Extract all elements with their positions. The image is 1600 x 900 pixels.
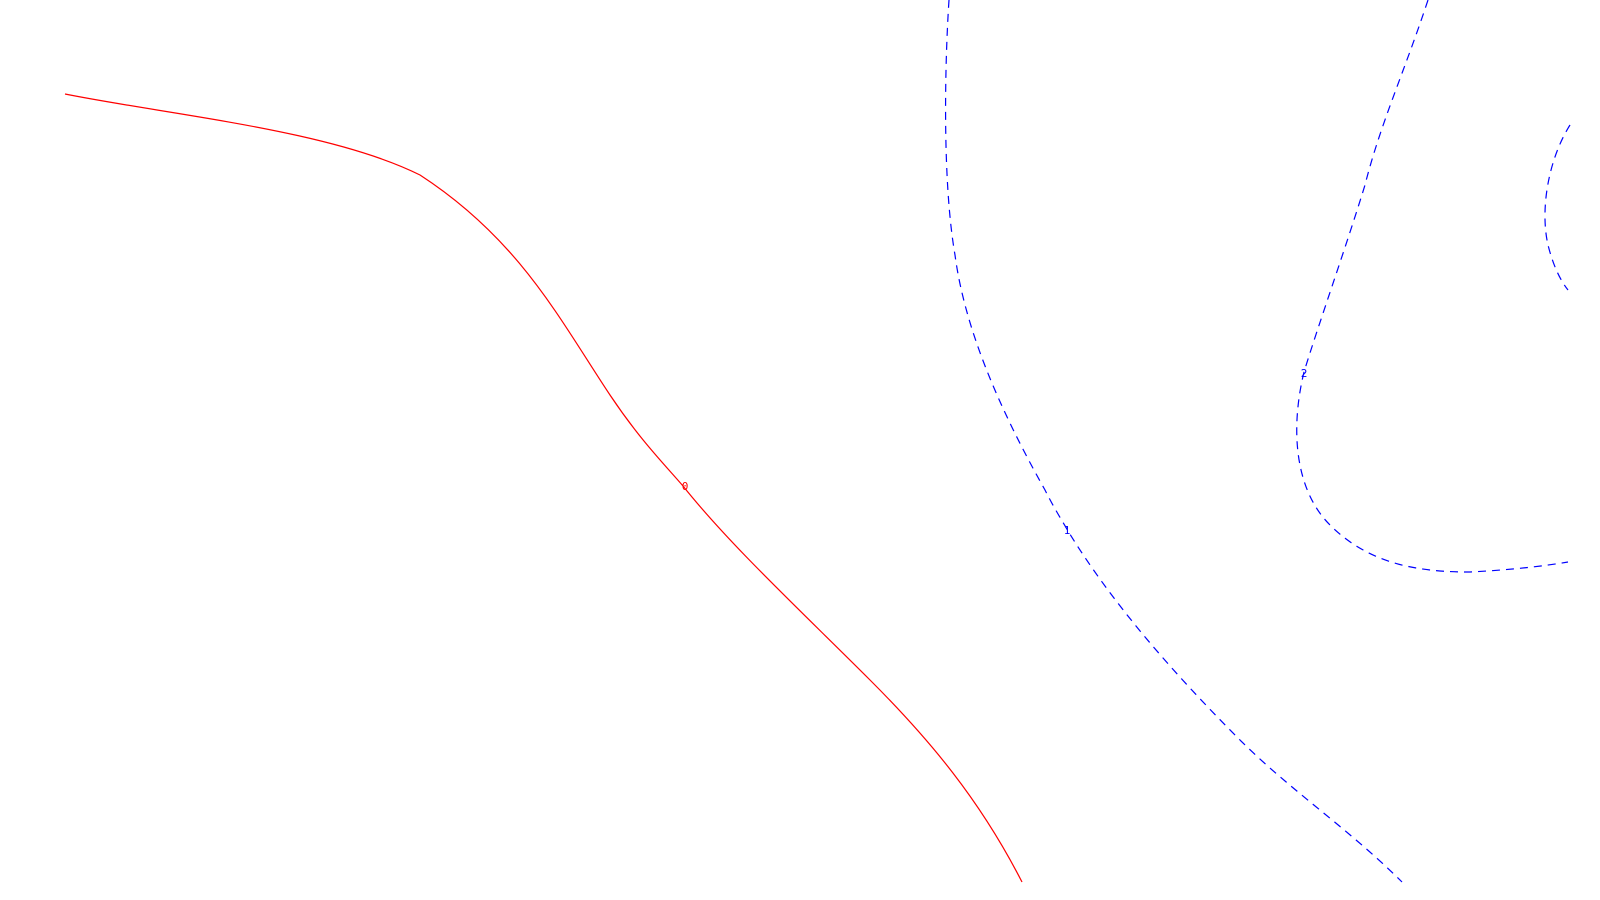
contour-line-level-2-secondary — [1544, 124, 1571, 291]
contour-label-level-2: 2 — [1301, 367, 1308, 380]
contour-line-level-0 — [64, 93, 1023, 883]
contour-line-level-1 — [944, 0, 1403, 883]
contour-label-level-0: 0 — [682, 480, 689, 493]
contour-label-level-1: 1 — [1064, 524, 1071, 537]
contour-labels: 0 1 2 — [682, 367, 1308, 537]
contour-lines — [64, 0, 1571, 883]
contour-line-level-2 — [1296, 0, 1569, 573]
